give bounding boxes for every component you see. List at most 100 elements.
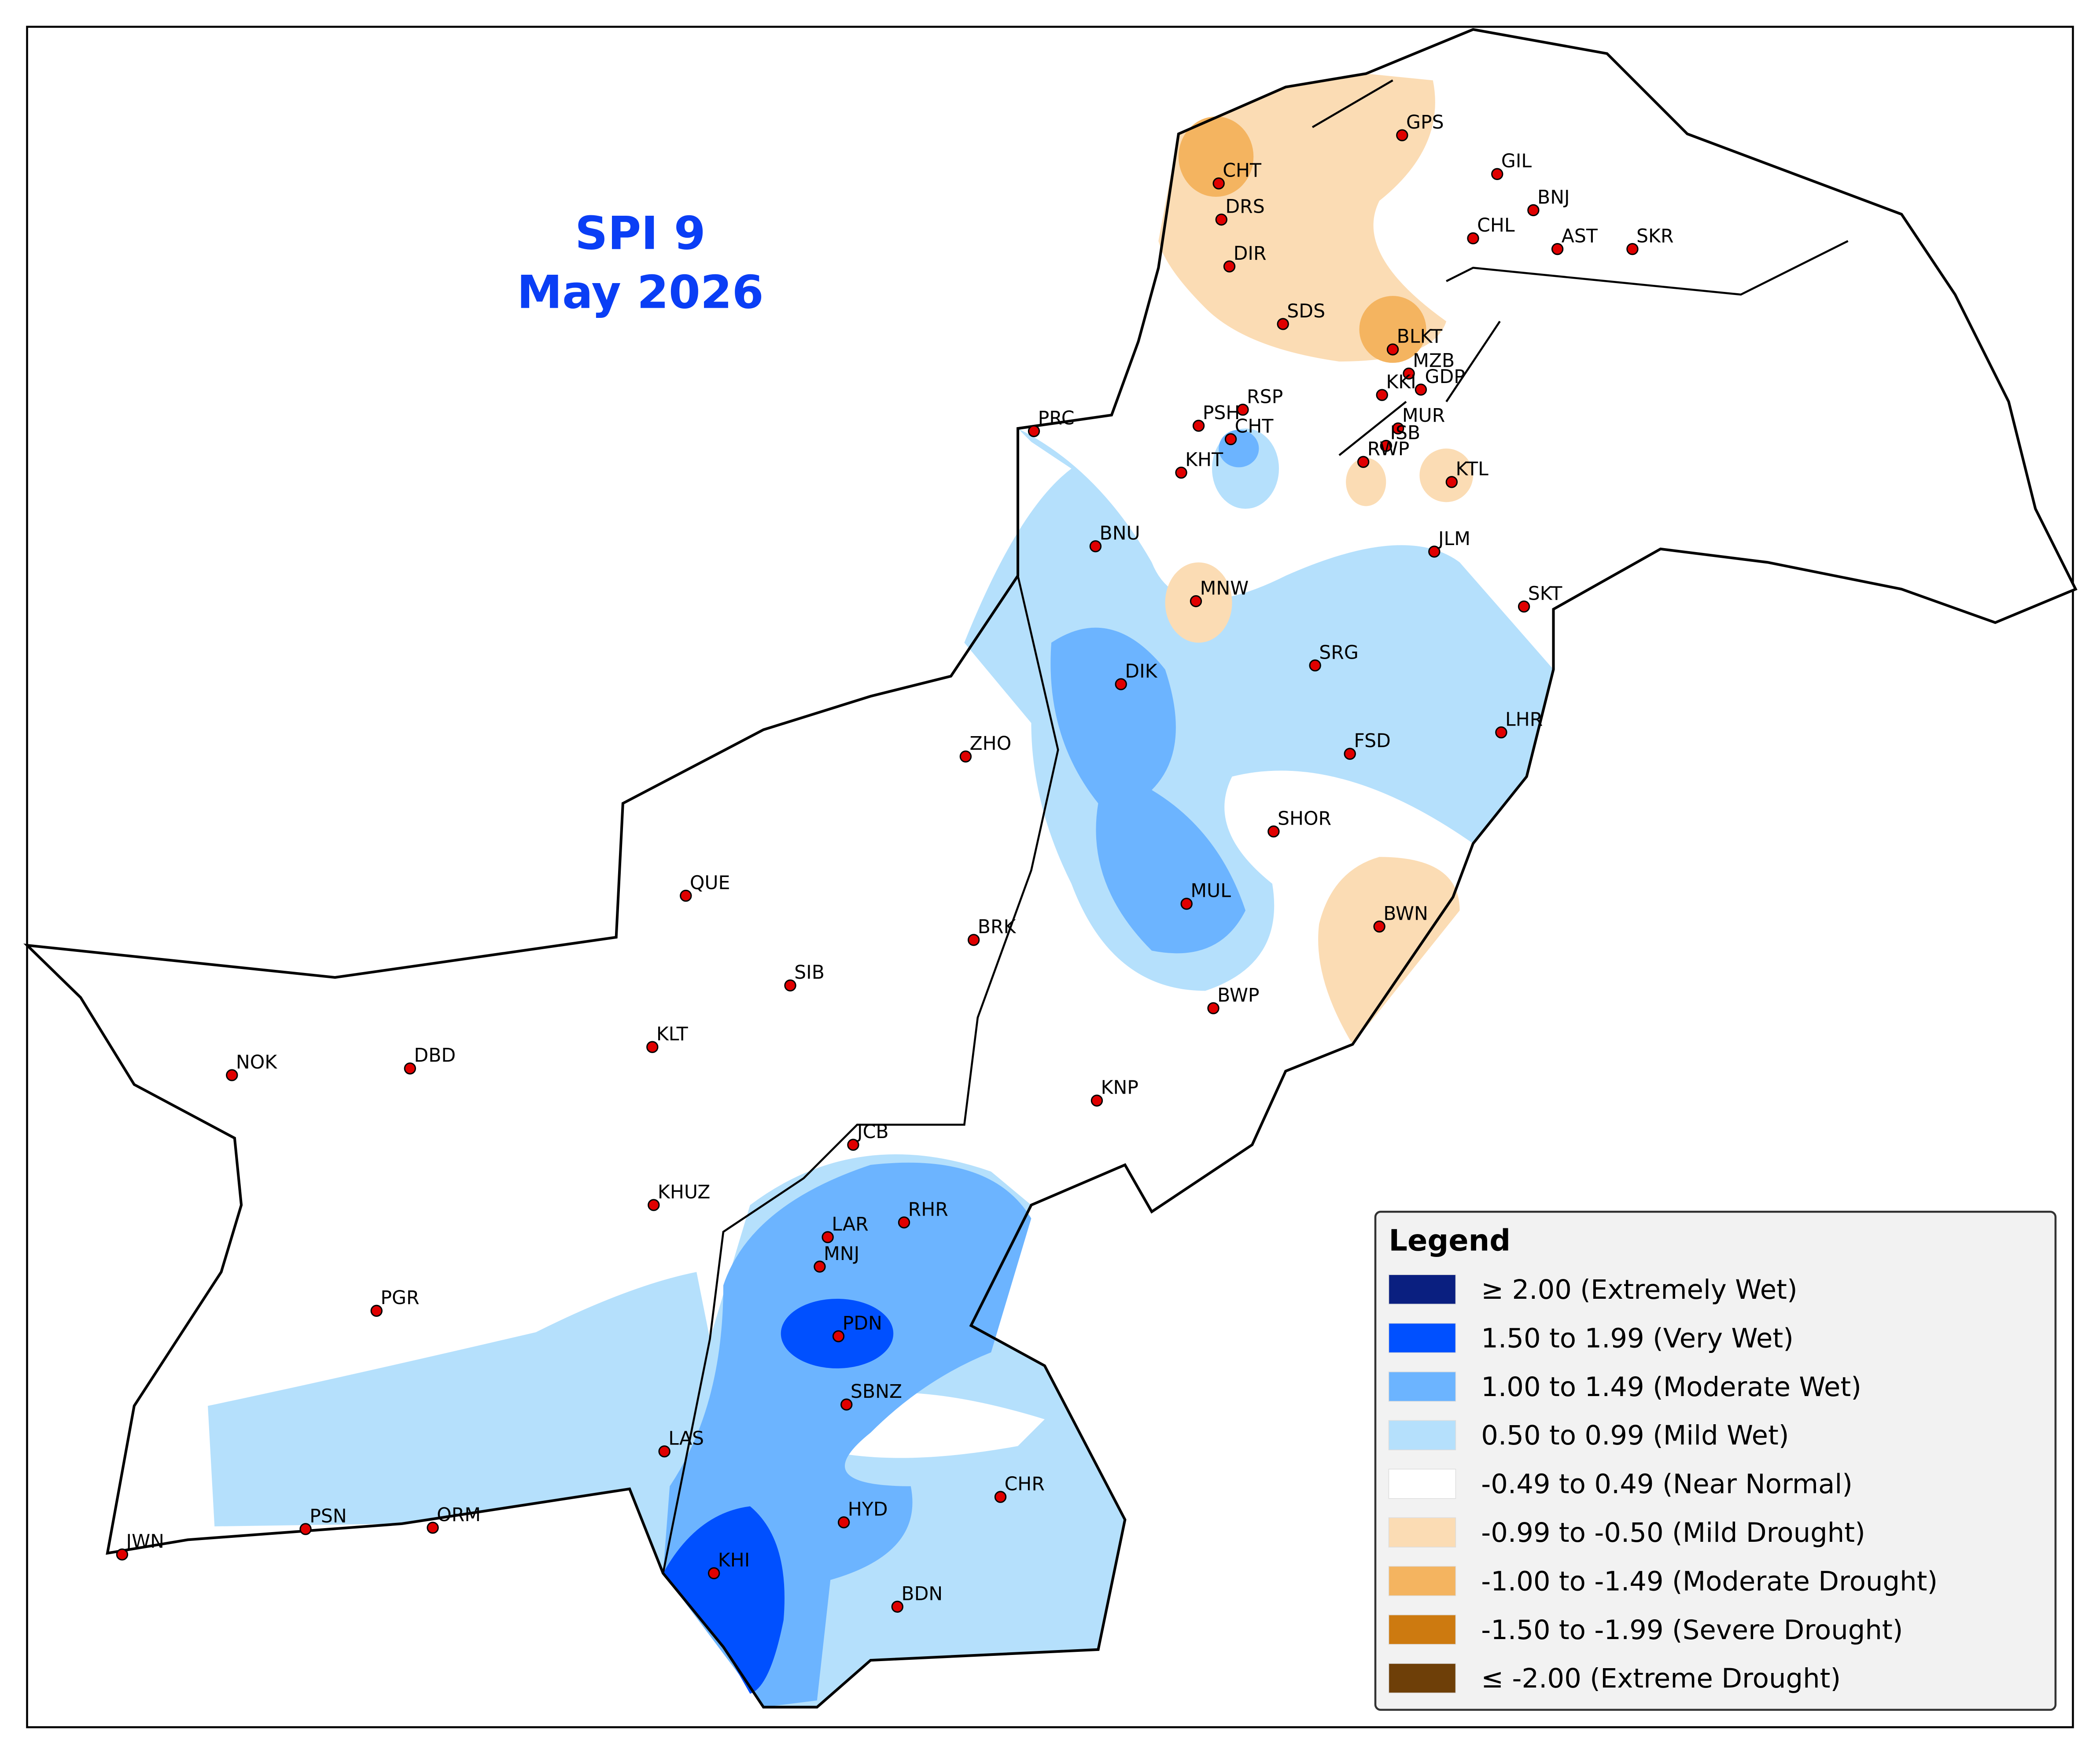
legend-box [1374, 1211, 2057, 1711]
station-label: SKR [1636, 225, 1674, 247]
station-dot [1386, 343, 1399, 356]
station-label: MUR [1402, 405, 1445, 427]
station-label: BRK [978, 916, 1017, 938]
station-label: CHL [1477, 214, 1515, 236]
station-dot [1115, 678, 1127, 690]
station-label: KNP [1101, 1077, 1138, 1099]
station-dot [959, 750, 972, 763]
station-dot [1415, 383, 1427, 396]
station-label: ISB [1390, 422, 1420, 444]
station-label: MUL [1190, 880, 1231, 902]
station-label: BLKT [1397, 326, 1443, 348]
legend-swatch [1388, 1420, 1456, 1451]
station-dot [658, 1445, 671, 1458]
legend-label: 0.50 to 0.99 (Mild Wet) [1481, 1420, 1789, 1451]
mild-drought-rwp [1346, 458, 1386, 506]
station-label: MNW [1200, 577, 1249, 599]
station-dot [226, 1069, 238, 1081]
station-label: PGR [380, 1287, 419, 1309]
station-dot [404, 1062, 416, 1075]
station-label: FSD [1354, 730, 1391, 752]
legend-swatch [1388, 1469, 1456, 1499]
station-dot [1445, 476, 1458, 488]
station-dot [648, 1199, 660, 1211]
legend-swatch [1388, 1663, 1456, 1694]
station-label: ZHO [970, 733, 1012, 755]
station-dot [1028, 425, 1040, 437]
station-dot [994, 1491, 1007, 1503]
station-dot [1392, 422, 1404, 435]
station-dot [1373, 920, 1385, 933]
station-dot [1428, 545, 1441, 558]
station-label: SRG [1319, 641, 1359, 663]
mild-drought-bwn [1318, 857, 1460, 1045]
station-label: JCB [856, 1121, 888, 1143]
legend-label: -0.49 to 0.49 (Near Normal) [1481, 1469, 1853, 1500]
station-dot [847, 1139, 859, 1151]
legend-label: -1.00 to -1.49 (Moderate Drought) [1481, 1566, 1938, 1597]
station-label: MZB [1413, 350, 1455, 372]
station-label: NOK [236, 1051, 277, 1073]
station-dot [832, 1330, 845, 1342]
station-label: DBD [414, 1045, 456, 1067]
station-label: PRC [1038, 407, 1075, 429]
station-dot [427, 1522, 439, 1534]
moderate-drought-blkt [1359, 296, 1426, 363]
station-dot [1518, 600, 1530, 613]
station-dot [1626, 243, 1639, 255]
station-label: SIB [794, 962, 825, 984]
station-dot [1527, 204, 1540, 217]
station-label: DIR [1234, 243, 1267, 265]
station-label: SKT [1528, 582, 1563, 604]
station-dot [898, 1216, 910, 1229]
station-dot [1403, 367, 1415, 380]
legend-title: Legend [1389, 1223, 1511, 1258]
station-label: JLM [1437, 528, 1470, 550]
map-title: SPI 9 [575, 207, 706, 260]
station-dot [1551, 243, 1564, 255]
station-label: PSN [309, 1505, 347, 1527]
station-dot [299, 1523, 312, 1535]
legend-label: ≤ -2.00 (Extreme Drought) [1481, 1663, 1841, 1694]
station-dot [680, 889, 692, 902]
station-label: SHOR [1278, 807, 1331, 829]
province-borders [662, 79, 1849, 1573]
country-fill [27, 29, 2076, 1707]
very-wet-khi [663, 1506, 785, 1694]
station-label: MNJ [824, 1243, 859, 1265]
station-dot [1212, 177, 1225, 190]
station-label: KLT [656, 1023, 689, 1045]
station-dot [1180, 898, 1193, 910]
station-dot [840, 1398, 853, 1411]
station-label: KHUZ [658, 1181, 710, 1203]
mild-drought-ktl [1419, 448, 1474, 502]
station-dot [707, 1567, 720, 1580]
legend-swatch [1388, 1371, 1456, 1402]
station-label: KHI [718, 1549, 750, 1571]
station-dot [1175, 466, 1187, 479]
country [23, 28, 2078, 1709]
station-label: BWP [1217, 984, 1259, 1006]
legend-swatch [1388, 1566, 1456, 1596]
legend-label: 1.00 to 1.49 (Moderate Wet) [1481, 1372, 1861, 1403]
station-label: DIK [1125, 660, 1157, 682]
legend-swatch [1388, 1517, 1456, 1548]
station-label: GIL [1501, 150, 1532, 172]
station-label: PSH [1203, 402, 1240, 424]
station-label: RWP [1367, 438, 1410, 460]
station-label: CHT [1235, 415, 1274, 437]
station-label: LAR [832, 1213, 868, 1235]
station-label: DRS [1225, 196, 1264, 218]
station-dot [1207, 1002, 1219, 1014]
station-dot [1344, 748, 1356, 760]
station-label: GPS [1406, 111, 1444, 133]
station-dot [1190, 595, 1202, 608]
station-label: LHR [1505, 708, 1543, 730]
station-dot [370, 1304, 383, 1317]
station-label: HYD [848, 1499, 888, 1521]
station-dot [891, 1600, 903, 1613]
moderate-wet-north [1050, 627, 1246, 954]
station-dot [1357, 456, 1370, 468]
